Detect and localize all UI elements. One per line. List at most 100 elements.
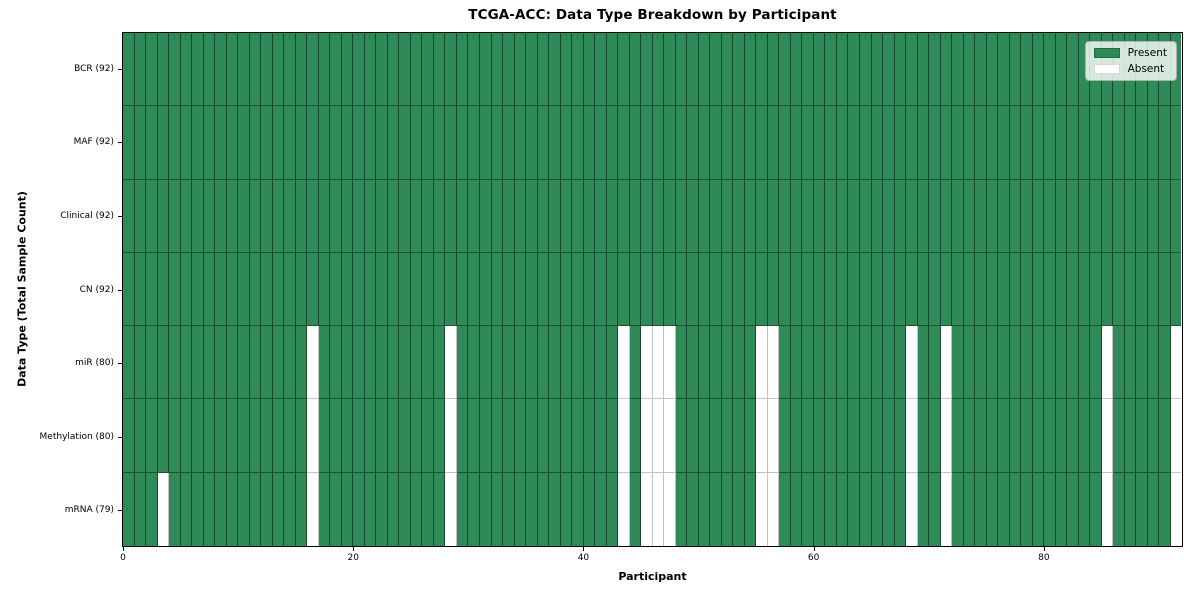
- cell-present: [422, 106, 434, 180]
- cell-present: [134, 33, 147, 107]
- cell-present: [249, 179, 262, 253]
- heatmap-row-mRNA: [123, 472, 1182, 546]
- cell-present: [1090, 326, 1102, 400]
- cell-present: [1101, 179, 1114, 253]
- cell-present: [169, 326, 181, 400]
- cell-present: [307, 33, 319, 107]
- cell-present: [929, 106, 941, 180]
- cell-present: [376, 179, 388, 253]
- cell-present: [387, 33, 400, 107]
- cell-present: [756, 106, 768, 180]
- cell-present: [744, 472, 757, 546]
- cell-present: [249, 472, 262, 546]
- cell-present: [433, 106, 446, 180]
- cell-present: [1021, 326, 1033, 400]
- cell-present: [860, 399, 872, 473]
- cell-present: [330, 33, 342, 107]
- cell-present: [917, 399, 930, 473]
- cell-present: [399, 399, 411, 473]
- cell-present: [629, 472, 642, 546]
- cell-present: [215, 33, 227, 107]
- cell-present: [825, 252, 837, 327]
- cell-present: [387, 399, 400, 473]
- cell-present: [560, 179, 573, 253]
- cell-present: [848, 179, 860, 253]
- cell-present: [468, 252, 480, 327]
- cell-present: [687, 179, 699, 253]
- cell-present: [1021, 106, 1033, 180]
- cell-present: [468, 33, 480, 107]
- cell-present: [572, 399, 584, 473]
- cell-present: [1067, 399, 1079, 473]
- cell-present: [284, 106, 296, 180]
- cell-present: [756, 252, 768, 327]
- cell-present: [1078, 179, 1091, 253]
- cell-present: [157, 252, 170, 327]
- cell-present: [998, 472, 1010, 546]
- cell-present: [376, 399, 388, 473]
- cell-present: [975, 326, 987, 400]
- cell-present: [664, 106, 676, 180]
- cell-present: [825, 179, 837, 253]
- cell-present: [963, 399, 976, 473]
- y-tick-label: CN (92): [79, 284, 114, 295]
- cell-present: [134, 399, 147, 473]
- cell-present: [1159, 179, 1171, 253]
- cell-present: [906, 33, 918, 107]
- cell-absent: [906, 399, 918, 473]
- cell-present: [698, 33, 711, 107]
- cell-present: [261, 472, 273, 546]
- cell-present: [295, 106, 308, 180]
- cell-present: [468, 106, 480, 180]
- cell-present: [1090, 179, 1102, 253]
- cell-absent: [940, 472, 953, 546]
- cell-present: [687, 326, 699, 400]
- cell-present: [675, 399, 688, 473]
- cell-present: [1009, 252, 1022, 327]
- cell-present: [410, 252, 423, 327]
- cell-present: [180, 179, 193, 253]
- cell-present: [1136, 472, 1148, 546]
- cell-present: [641, 252, 653, 327]
- cell-present: [744, 179, 757, 253]
- cell-present: [341, 33, 354, 107]
- y-tick-mark: [118, 436, 122, 438]
- cell-present: [376, 33, 388, 107]
- cell-present: [1078, 106, 1091, 180]
- cell-present: [284, 399, 296, 473]
- cell-present: [146, 106, 158, 180]
- cell-present: [825, 399, 837, 473]
- cell-present: [664, 33, 676, 107]
- cell-present: [1032, 472, 1045, 546]
- cell-present: [422, 252, 434, 327]
- x-tick-mark: [353, 547, 355, 551]
- cell-present: [295, 326, 308, 400]
- cell-present: [1124, 179, 1137, 253]
- cell-present: [376, 252, 388, 327]
- cell-absent: [906, 326, 918, 400]
- cell-present: [629, 33, 642, 107]
- cell-present: [456, 106, 469, 180]
- cell-present: [802, 179, 814, 253]
- x-tick-label: 80: [1038, 553, 1050, 563]
- cell-present: [123, 106, 135, 180]
- cell-present: [986, 399, 999, 473]
- x-axis-ticks: 0 20 40 60 80: [120, 547, 1182, 573]
- cell-present: [917, 33, 930, 107]
- cell-present: [675, 472, 688, 546]
- cell-present: [779, 252, 791, 327]
- cell-present: [572, 326, 584, 400]
- cell-present: [134, 326, 147, 400]
- cell-present: [1044, 472, 1056, 546]
- y-tick-label: Methylation (80): [39, 431, 114, 442]
- cell-present: [1067, 252, 1079, 327]
- cell-present: [284, 472, 296, 546]
- cell-present: [134, 179, 147, 253]
- cell-present: [226, 33, 239, 107]
- cell-absent: [618, 326, 630, 400]
- cell-present: [1170, 252, 1182, 327]
- cell-present: [399, 106, 411, 180]
- cell-present: [733, 252, 745, 327]
- cell-present: [1032, 106, 1045, 180]
- cell-present: [790, 326, 803, 400]
